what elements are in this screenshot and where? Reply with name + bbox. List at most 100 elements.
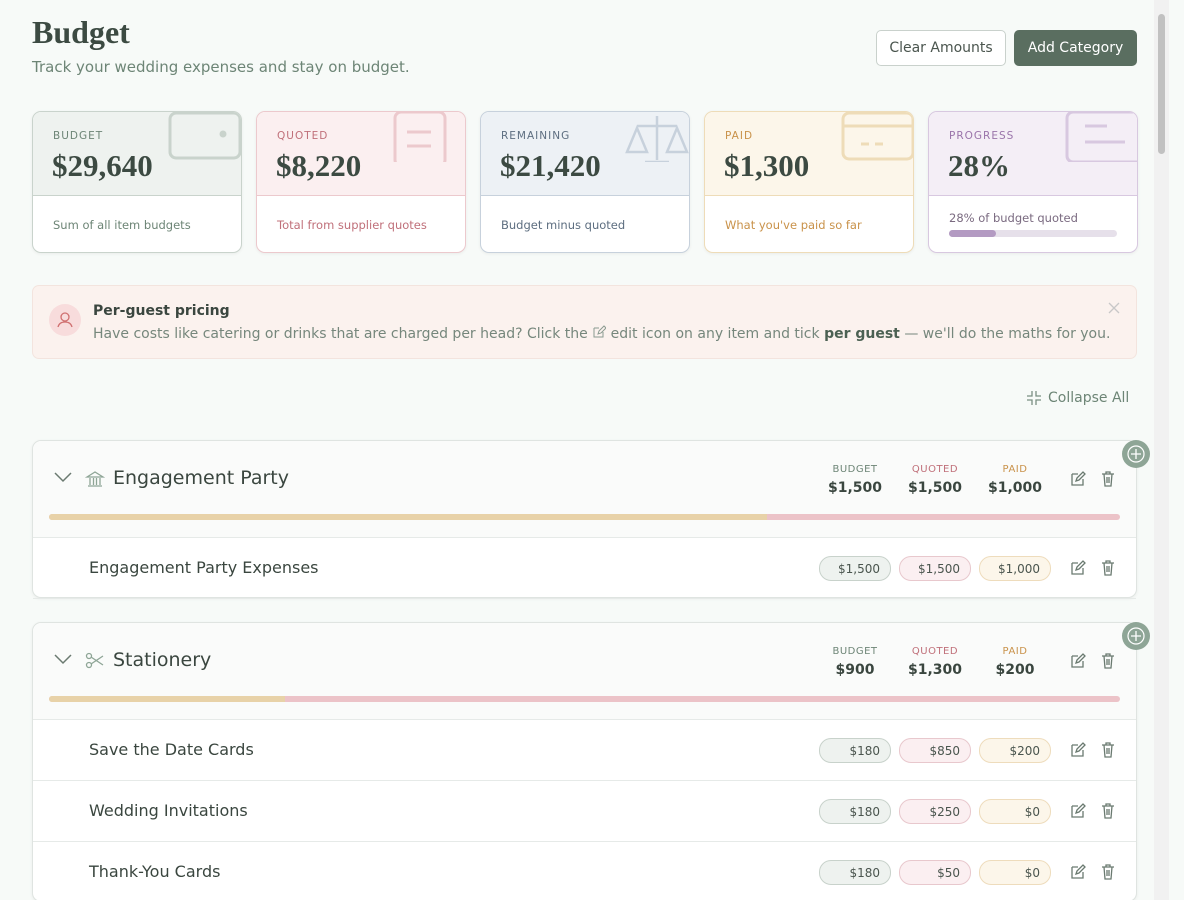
column-heading: BUDGET: [832, 464, 878, 475]
delete-button[interactable]: [1099, 802, 1117, 820]
notice: Per-guest pricing Have costs like cateri…: [32, 285, 1137, 359]
category: Engagement Party BUDGET $1,500 QUOTED $1,50…: [32, 440, 1150, 599]
column-label: BUDGET $900: [820, 646, 890, 678]
column-heading: QUOTED: [911, 464, 959, 475]
item-quoted[interactable]: $50: [899, 860, 971, 885]
progress-track: [949, 230, 1117, 237]
card-value: $29,640: [52, 148, 153, 183]
card-decoration: [1065, 112, 1137, 162]
card-decoration: [625, 116, 689, 162]
summary-card: PAID $1,300 What you've paid so far: [704, 111, 914, 253]
scrollbar: [1154, 0, 1169, 900]
category-paid: $1,000: [987, 480, 1043, 496]
card-caption: 28% of budget quoted: [949, 211, 1078, 225]
category-quoted: $1,300: [907, 662, 963, 678]
item-paid[interactable]: $0: [979, 860, 1051, 885]
card-caption: Budget minus quoted: [501, 218, 626, 232]
card-caption: Total from supplier quotes: [277, 218, 427, 232]
delete-button[interactable]: [1099, 470, 1117, 488]
category-icon: [85, 471, 105, 487]
item-name: Wedding Invitations: [89, 801, 248, 820]
item-name: Save the Date Cards: [89, 740, 254, 759]
item-name: Engagement Party Expenses: [89, 558, 319, 577]
item-paid[interactable]: $1,000: [979, 556, 1051, 581]
edit-button[interactable]: [1069, 741, 1087, 759]
collapse-all-label: Collapse All: [1048, 390, 1130, 406]
category-budget: $900: [835, 662, 875, 678]
category-quoted: $1,500: [907, 480, 963, 496]
category-progress: [49, 696, 1120, 702]
column-heading: PAID: [1002, 464, 1028, 475]
close-notice[interactable]: [1108, 302, 1120, 314]
add-item-button[interactable]: [1122, 440, 1150, 468]
item-name: Thank-You Cards: [89, 862, 221, 881]
collapse-toggle[interactable]: [53, 469, 73, 485]
delete-button[interactable]: [1099, 652, 1117, 670]
item-quoted[interactable]: $250: [899, 799, 971, 824]
notice-text-before: Have costs like catering or drinks that …: [93, 326, 588, 342]
edit-button[interactable]: [1069, 470, 1087, 488]
card-caption: Sum of all item budgets: [53, 218, 191, 232]
item-budget[interactable]: $180: [819, 799, 891, 824]
edit-button[interactable]: [1069, 559, 1087, 577]
category-progress: [49, 514, 1120, 520]
card-value: $8,220: [276, 148, 362, 183]
item-paid[interactable]: $200: [979, 738, 1051, 763]
delete-button[interactable]: [1099, 741, 1117, 759]
add-category-button[interactable]: Add Category: [1014, 30, 1137, 66]
summary-card: QUOTED $8,220 Total from supplier quotes: [256, 111, 466, 253]
card-label: PROGRESS: [949, 130, 1015, 142]
notice-icon: [49, 304, 81, 336]
column-heading: QUOTED: [911, 646, 959, 657]
category-header: Stationery BUDGET $900 QUOTED $1,300 PAID $20…: [33, 623, 1136, 720]
column-label: PAID $1,000: [980, 464, 1050, 496]
item-row: Thank-You Cards $180 $50 $0: [33, 842, 1136, 900]
item-row: Wedding Invitations $180 $250 $0: [33, 781, 1136, 842]
category-name: Stationery: [113, 649, 212, 671]
column-label: QUOTED $1,500: [900, 464, 970, 496]
column-heading: BUDGET: [832, 646, 878, 657]
summary-card: BUDGET $29,640 Sum of all item budgets: [32, 111, 242, 253]
item-budget[interactable]: $1,500: [819, 556, 891, 581]
card-label: QUOTED: [277, 130, 329, 142]
clear-amounts-button[interactable]: Clear Amounts: [876, 30, 1006, 66]
add-item-button[interactable]: [1122, 622, 1150, 650]
card-caption: What you've paid so far: [725, 218, 862, 232]
delete-button[interactable]: [1099, 559, 1117, 577]
category-icon: [85, 652, 104, 669]
category-paid: $200: [995, 662, 1035, 678]
category-name: Engagement Party: [113, 467, 289, 489]
card-value: $21,420: [500, 148, 601, 183]
card-label: PAID: [725, 130, 754, 142]
notice-emphasis: per guest: [824, 326, 900, 342]
notice-text: Have costs like catering or drinks that …: [93, 325, 1110, 342]
page-subtitle: Track your wedding expenses and stay on …: [32, 58, 410, 76]
card-decoration: [393, 112, 447, 162]
column-heading: PAID: [1002, 646, 1028, 657]
card-value: 28%: [948, 148, 1010, 183]
edit-button[interactable]: [1069, 652, 1087, 670]
edit-icon: [593, 325, 607, 338]
summary-card: REMAINING $21,420 Budget minus quoted: [480, 111, 690, 253]
collapse-all[interactable]: Collapse All: [1026, 390, 1129, 406]
edit-button[interactable]: [1069, 802, 1087, 820]
category: Stationery BUDGET $900 QUOTED $1,300 PAID $20…: [32, 622, 1150, 900]
card-value: $1,300: [724, 148, 810, 183]
summary-card: PROGRESS 28% 28% of budget quoted: [928, 111, 1138, 253]
item-budget[interactable]: $180: [819, 860, 891, 885]
notice-text-after: — we'll do the maths for you.: [904, 326, 1111, 342]
notice-text-middle: edit icon on any item and tick: [610, 326, 820, 342]
collapse-toggle[interactable]: [53, 651, 73, 667]
item-row: Engagement Party Expenses $1,500 $1,500 $1…: [33, 538, 1136, 599]
category-header: Engagement Party BUDGET $1,500 QUOTED $1,50…: [33, 441, 1136, 538]
item-quoted[interactable]: $850: [899, 738, 971, 763]
column-label: PAID $200: [980, 646, 1050, 678]
edit-button[interactable]: [1069, 863, 1087, 881]
delete-button[interactable]: [1099, 863, 1117, 881]
item-quoted[interactable]: $1,500: [899, 556, 971, 581]
card-decoration: [168, 112, 241, 160]
item-budget[interactable]: $180: [819, 738, 891, 763]
item-row: Save the Date Cards $180 $850 $200: [33, 720, 1136, 781]
item-paid[interactable]: $0: [979, 799, 1051, 824]
